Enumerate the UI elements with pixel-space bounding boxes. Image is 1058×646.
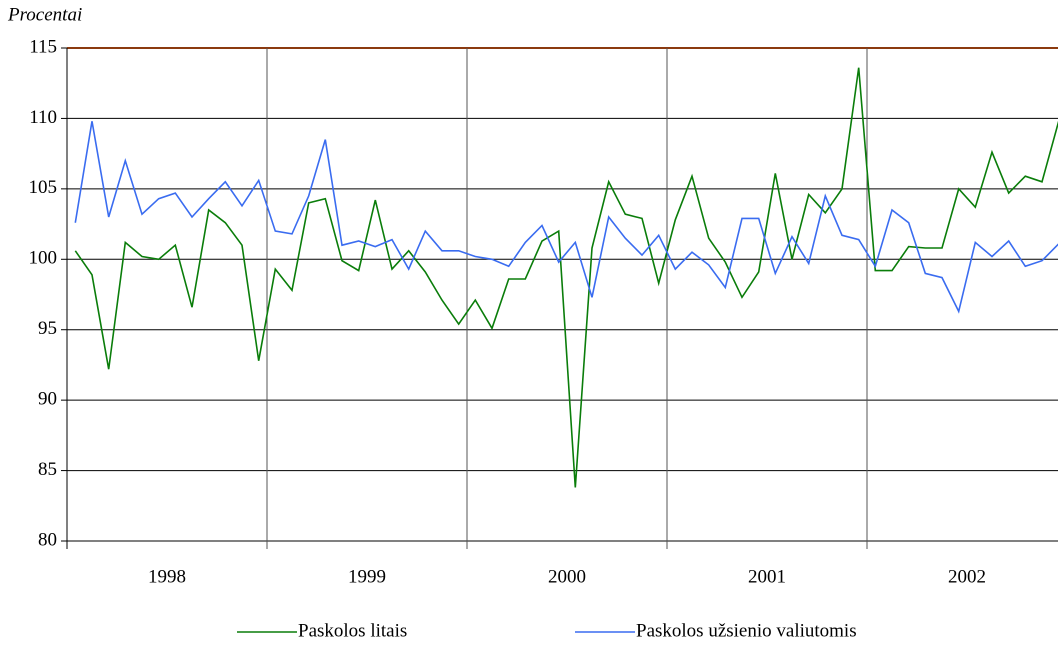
data-line	[74, 67, 1058, 488]
y-tick-label: 115	[29, 36, 57, 57]
y-tick-label: 100	[29, 248, 58, 269]
x-tick-label: 1999	[348, 566, 386, 587]
y-tick-label: 110	[29, 107, 57, 128]
x-tick-label: 2000	[548, 566, 586, 587]
y-tick-label: 90	[38, 389, 57, 410]
y-tick-label: 105	[29, 177, 58, 198]
data-line	[74, 121, 1058, 314]
y-tick-label: 85	[38, 459, 57, 480]
y-tick-label: 80	[38, 529, 57, 550]
x-tick-label: 2001	[748, 566, 786, 587]
x-tick-label: 1998	[148, 566, 186, 587]
legend-label: Paskolos litais	[298, 620, 407, 641]
y-axis-label: Procentai	[7, 4, 82, 25]
x-tick-label: 2002	[948, 566, 986, 587]
y-tick-label: 95	[38, 318, 57, 339]
legend-label: Paskolos užsienio valiutomis	[636, 620, 857, 641]
